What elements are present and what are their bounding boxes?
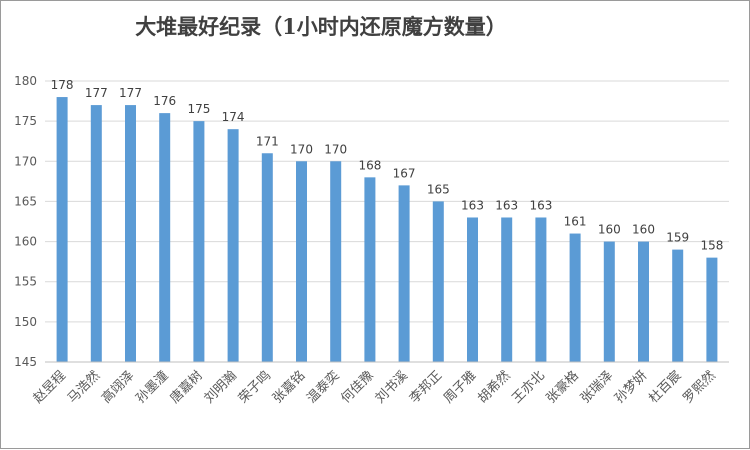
data-label: 175 — [187, 102, 210, 116]
data-label: 161 — [564, 215, 587, 229]
y-tick-label: 150 — [14, 315, 37, 329]
y-tick-label: 180 — [14, 74, 37, 88]
y-tick-label: 165 — [14, 194, 37, 208]
category-label: 张豪格 — [543, 368, 582, 407]
category-label: 张嘉铭 — [270, 368, 308, 406]
category-label: 荣子鸣 — [235, 368, 274, 407]
bar — [364, 177, 376, 362]
category-label: 温泰奕 — [304, 368, 343, 407]
bar — [193, 121, 205, 363]
category-label: 高翊泽 — [98, 368, 137, 407]
data-label: 168 — [358, 158, 381, 172]
y-tick-label: 160 — [14, 235, 37, 249]
bar — [296, 161, 307, 362]
bar — [706, 257, 718, 362]
data-label: 174 — [222, 110, 245, 124]
data-label: 176 — [153, 94, 176, 108]
bar — [261, 153, 273, 362]
bar — [432, 201, 444, 362]
data-label: 163 — [529, 198, 552, 212]
category-label: 何佳豫 — [338, 368, 377, 407]
data-label: 170 — [290, 142, 313, 156]
bar — [501, 217, 513, 362]
bar — [467, 217, 478, 362]
category-label: 赵昱程 — [31, 368, 69, 406]
y-tick-label: 155 — [14, 275, 37, 289]
data-label: 160 — [598, 223, 621, 237]
category-label: 王亦北 — [509, 368, 548, 407]
category-label: 孙梦妍 — [612, 368, 650, 406]
data-label: 163 — [495, 198, 518, 212]
bar — [56, 97, 68, 363]
category-label: 孙墨潼 — [133, 368, 172, 407]
data-label: 159 — [666, 231, 689, 245]
y-tick-label: 170 — [14, 154, 37, 168]
data-label: 163 — [461, 198, 484, 212]
bar — [398, 185, 410, 362]
y-tick-label: 175 — [14, 114, 37, 128]
data-label: 165 — [427, 182, 450, 196]
bar — [603, 241, 615, 362]
category-label: 李邦正 — [407, 368, 445, 406]
category-label: 张瑞泽 — [578, 368, 616, 406]
data-label: 177 — [119, 86, 142, 100]
category-label: 罗熙然 — [680, 368, 719, 407]
y-tick-label: 145 — [14, 355, 37, 369]
bar — [227, 129, 239, 362]
bar — [672, 249, 684, 362]
data-label: 170 — [324, 142, 347, 156]
data-label: 178 — [51, 78, 74, 92]
data-label: 158 — [700, 239, 723, 253]
category-label: 刘明瀚 — [202, 368, 240, 406]
category-label: 唐嘉树 — [167, 368, 206, 407]
bar — [638, 241, 649, 362]
category-label: 刘书溪 — [373, 368, 411, 406]
category-label: 杜百宸 — [646, 368, 685, 407]
data-label: 177 — [85, 86, 108, 100]
data-label: 160 — [632, 223, 655, 237]
bar — [125, 105, 136, 362]
category-label: 胡希然 — [475, 368, 514, 407]
chart-title: 大堆最好纪录（1小时内还原魔方数量） — [135, 14, 507, 39]
category-label: 马浩然 — [64, 368, 103, 407]
bar — [90, 105, 102, 362]
bar — [159, 113, 171, 362]
category-label: 周子雅 — [441, 368, 479, 406]
bar — [330, 161, 342, 362]
data-label: 167 — [393, 166, 416, 180]
data-label: 171 — [256, 134, 279, 148]
bar — [569, 233, 581, 362]
bar — [535, 217, 547, 362]
